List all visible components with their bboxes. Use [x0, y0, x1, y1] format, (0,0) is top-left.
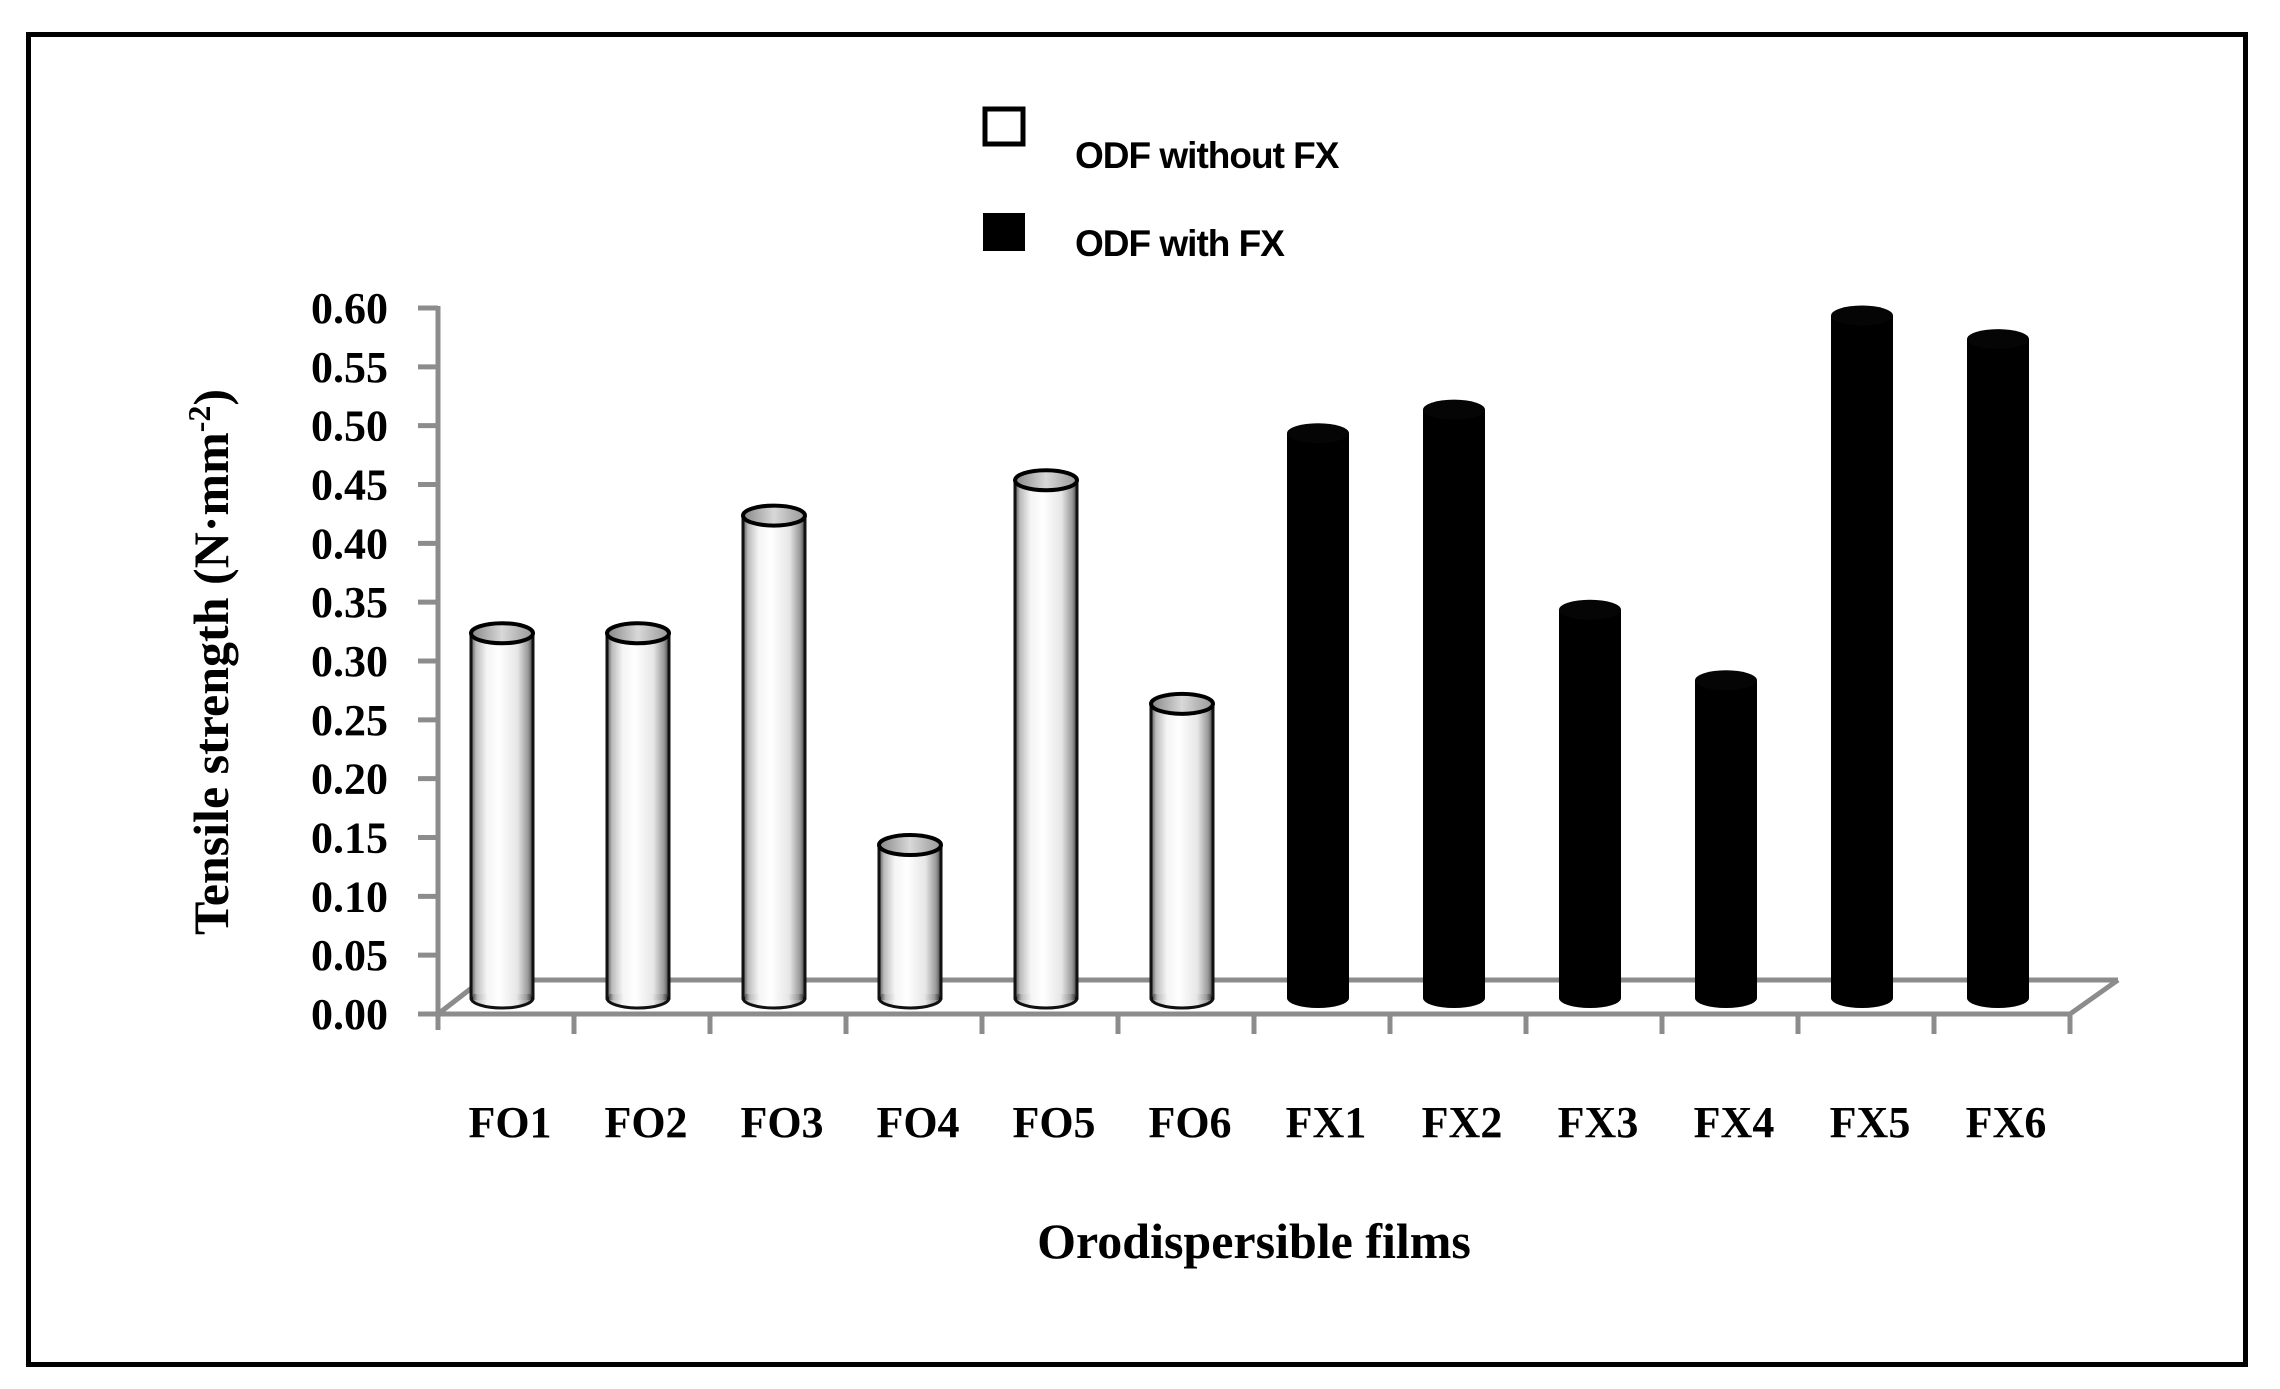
x-category-label: FO1 [468, 1098, 551, 1147]
y-tick-label: 0.20 [311, 755, 388, 804]
legend-item-without-fx: ODF without FX [982, 106, 1341, 176]
y-tick-label: 0.50 [311, 402, 388, 451]
y-tick-label: 0.60 [311, 284, 388, 333]
x-category-label: FO5 [1012, 1098, 1095, 1147]
bar-fx3 [1559, 599, 1621, 1008]
x-category-label: FX4 [1694, 1098, 1775, 1147]
legend-label-with-fx: ODF with FX [1075, 223, 1285, 264]
x-category-label: FX6 [1966, 1098, 2047, 1147]
y-tick-label: 0.55 [311, 343, 388, 392]
x-category-label: FO6 [1148, 1098, 1231, 1147]
y-tick-label: 0.30 [311, 637, 388, 686]
bar-fx4 [1695, 670, 1757, 1008]
y-tick-label: 0.25 [311, 696, 388, 745]
legend-item-with-fx: ODF with FX [983, 213, 1286, 264]
bar-fo2 [605, 621, 671, 1010]
bar-fx2 [1423, 399, 1485, 1008]
y-tick-label: 0.10 [311, 872, 388, 921]
x-category-label: FX1 [1286, 1098, 1367, 1147]
y-tick-label: 0.40 [311, 519, 388, 568]
y-tick-label: 0.35 [311, 578, 388, 627]
bar-fx1 [1287, 423, 1349, 1008]
x-category-label: FX5 [1830, 1098, 1911, 1147]
y-axis-ticks [418, 305, 438, 1017]
y-tick-label: 0.15 [311, 814, 388, 863]
bar-fo5 [1013, 468, 1079, 1010]
y-axis-title: Tensile strength (N·mm-2) [181, 389, 239, 935]
x-category-label: FO3 [740, 1098, 823, 1147]
black-square-icon [983, 213, 1025, 251]
bar-fx6 [1967, 329, 2029, 1008]
x-category-label: FX3 [1558, 1098, 1639, 1147]
y-tick-label: 0.00 [311, 990, 388, 1039]
y-axis-title-main: Tensile strength (N·mm [183, 432, 239, 935]
figure-border [26, 32, 2248, 1367]
x-category-label: FX2 [1422, 1098, 1503, 1147]
x-axis-ticks [571, 1014, 2073, 1034]
legend-label-without-fx: ODF without FX [1075, 135, 1340, 176]
bar-fo1 [469, 621, 535, 1010]
y-tick-label: 0.45 [311, 461, 388, 510]
x-category-label: FO2 [604, 1098, 687, 1147]
y-axis-title-superscript: -2 [181, 406, 217, 433]
bar-fo3 [741, 503, 807, 1010]
bar-fx5 [1831, 305, 1893, 1008]
bar-series [469, 305, 2029, 1010]
x-category-label: FO4 [876, 1098, 959, 1147]
legend: ODF without FX ODF with FX [982, 106, 1341, 264]
x-axis-category-labels: FO1 FO2 FO3 FO4 FO5 FO6 FX1 FX2 FX3 FX4 FX5 FX6 [468, 1098, 2046, 1147]
y-tick-label: 0.05 [311, 931, 388, 980]
y-axis-title-close: ) [183, 389, 239, 406]
y-axis-tick-labels: 0.00 0.05 0.10 0.15 0.20 0.25 0.30 0.35 0.40 0.45… [311, 284, 388, 1039]
bar-fo6 [1149, 691, 1215, 1010]
white-square-icon [982, 106, 1026, 147]
bar-fo4 [877, 833, 943, 1010]
x-axis-title: Orodispersible films [1037, 1213, 1471, 1269]
